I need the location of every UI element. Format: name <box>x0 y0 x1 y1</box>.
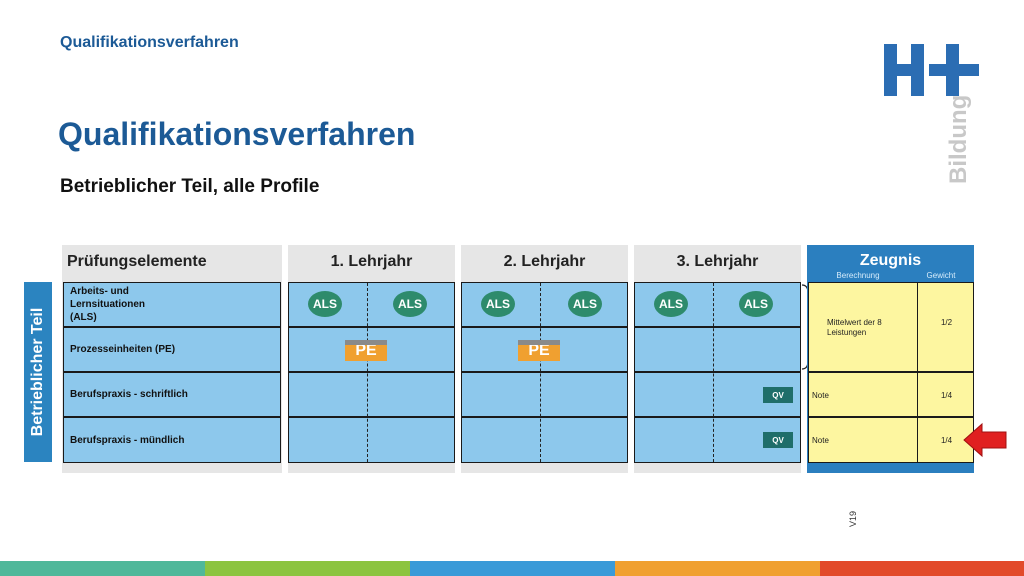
zeugnis-col-gewicht: Gewicht <box>926 271 956 280</box>
version-label: V19 <box>848 510 858 527</box>
zeugnis-cell-calc-als-pe: Mittelwert der 8 Leistungen <box>808 282 918 372</box>
footer-stripe-blue <box>410 561 615 576</box>
year2-cell-bp-muendlich <box>461 417 628 463</box>
als-badge: ALS <box>739 291 773 317</box>
als-badge: ALS <box>393 291 427 317</box>
zeugnis-weight-1: 1/2 <box>940 318 953 327</box>
year1-semester-divider <box>367 283 368 462</box>
footer-stripe-red <box>820 561 1024 576</box>
year1-cell-bp-schriftlich <box>288 372 455 417</box>
logo-subtext: Bildung <box>945 95 972 184</box>
footer-stripe-green <box>205 561 410 576</box>
year3-cell-pe <box>634 327 801 372</box>
als-badge: ALS <box>481 291 515 317</box>
row-label-als: Arbeits- und Lernsituationen (ALS) <box>63 282 281 327</box>
zeugnis-calc-note: Note <box>812 391 829 400</box>
year2-cell-bp-schriftlich <box>461 372 628 417</box>
column-header-year1: 1. Lehrjahr <box>330 253 413 270</box>
year1-cell-bp-muendlich <box>288 417 455 463</box>
zeugnis-title: Zeugnis <box>859 252 922 269</box>
als-badge: ALS <box>654 291 688 317</box>
zeugnis-calc-note: Note <box>812 436 829 445</box>
footer-stripe-teal <box>0 561 205 576</box>
zeugnis-cell-calc-muendlich: Note <box>808 417 918 463</box>
zeugnis-calc-mittelwert: Mittelwert der 8 Leistungen <box>827 318 882 337</box>
pe-badge: PE <box>345 340 387 361</box>
column-header-year2: 2. Lehrjahr <box>503 253 586 270</box>
column-header-year3: 3. Lehrjahr <box>676 253 759 270</box>
zeugnis-weight-2: 1/4 <box>940 391 953 400</box>
zeugnis-cell-weight-schriftlich: 1/4 <box>917 372 974 417</box>
als-badge: ALS <box>568 291 602 317</box>
qv-badge: QV <box>763 432 793 448</box>
year2-semester-divider <box>540 283 541 462</box>
row-label-bp-schriftlich: Berufspraxis - schriftlich <box>63 372 281 417</box>
row-label-pe: Prozesseinheiten (PE) <box>63 327 281 372</box>
page-subtitle: Betrieblicher Teil, alle Profile <box>60 176 320 197</box>
year3-semester-divider <box>713 283 714 462</box>
column-header-elements: Prüfungselemente <box>67 253 207 270</box>
zeugnis-weight-3: 1/4 <box>940 436 953 445</box>
zeugnis-col-berechnung: Berechnung <box>836 271 880 280</box>
footer-stripe-orange <box>615 561 820 576</box>
zeugnis-cell-calc-schriftlich: Note <box>808 372 918 417</box>
zeugnis-cell-weight-als-pe: 1/2 <box>917 282 974 372</box>
row-label-bp-muendlich: Berufspraxis - mündlich <box>63 417 281 463</box>
als-badge: ALS <box>308 291 342 317</box>
h-plus-bildung-logo: Bildung <box>884 44 979 184</box>
side-label-betrieblicher-teil: Betrieblicher Teil <box>24 282 52 462</box>
page-title: Qualifikationsverfahren <box>58 116 416 152</box>
pe-badge: PE <box>518 340 560 361</box>
qv-badge: QV <box>763 387 793 403</box>
red-arrow-icon <box>963 422 1007 458</box>
breadcrumb: Qualifikationsverfahren <box>60 34 239 51</box>
